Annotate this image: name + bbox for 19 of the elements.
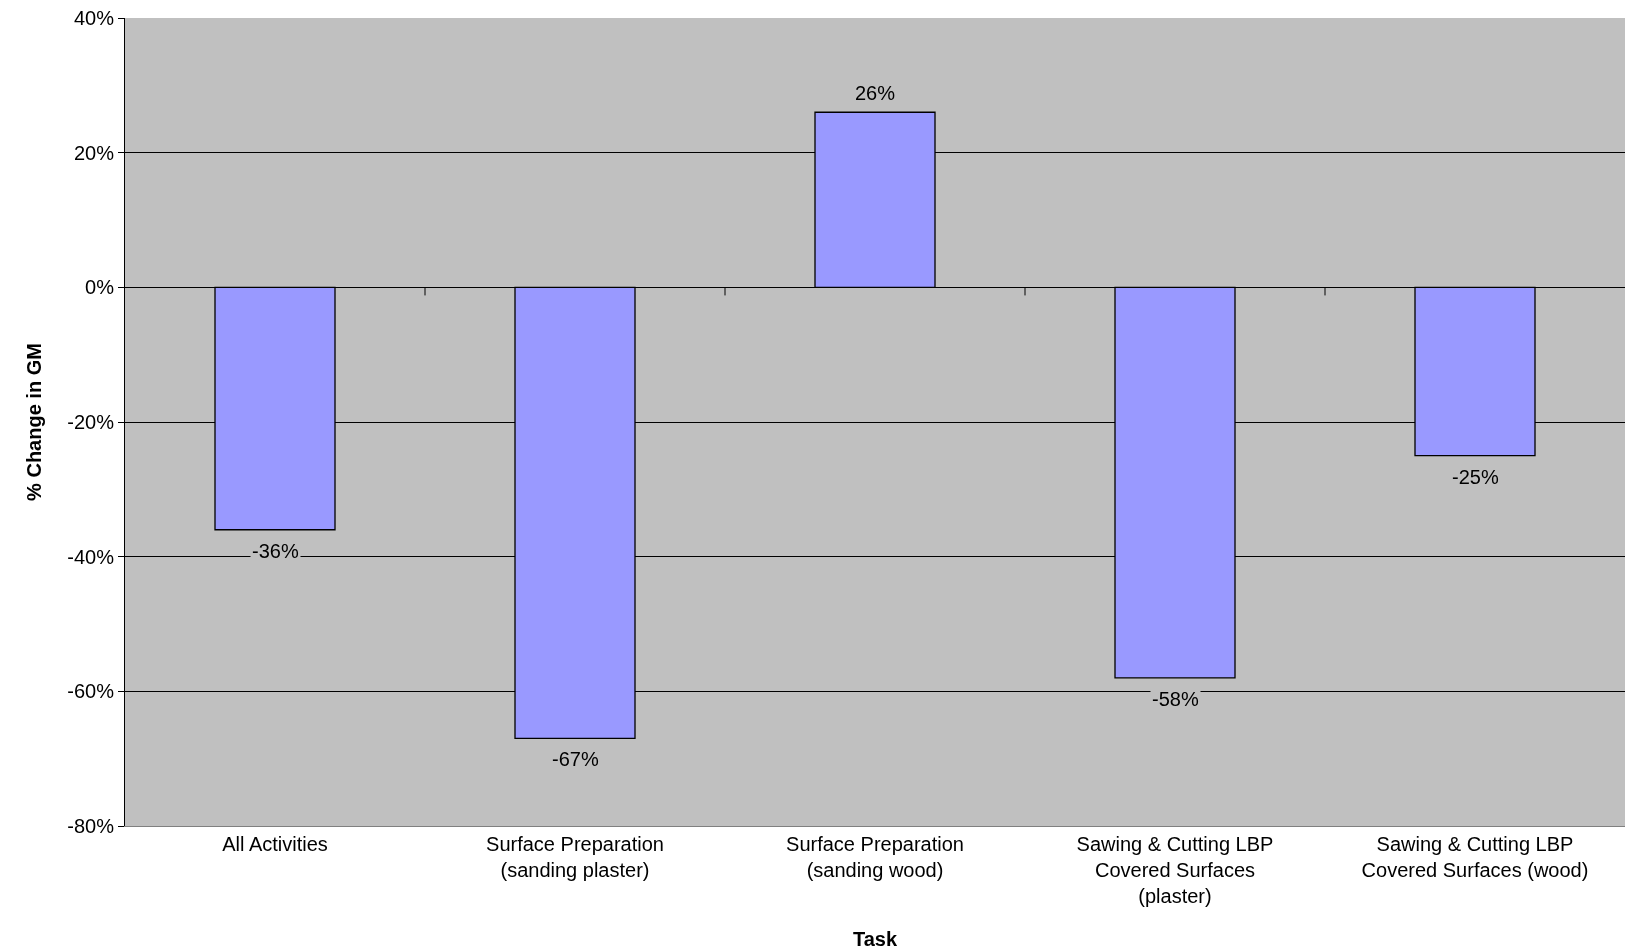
y-tick-label: -80%: [67, 815, 115, 837]
data-label: -58%: [1152, 688, 1199, 710]
x-axis-title: Task: [852, 927, 898, 950]
y-tick-label: 40%: [73, 7, 115, 29]
x-tick-label: All Activities: [222, 833, 328, 855]
y-tick-label: -60%: [67, 680, 115, 703]
y-tick-label: 20%: [73, 141, 115, 164]
y-tick-label: -40%: [67, 545, 115, 568]
x-tick-label: Surface Preparation (sanding plaster): [486, 833, 664, 881]
y-tick-label: -20%: [67, 411, 115, 433]
x-tick-label: Sawing & Cutting LBP Covered Surfaces (plaster): [1076, 833, 1274, 907]
y-axis-title: % Change in GM: [22, 343, 45, 501]
data-label: 26%: [855, 82, 896, 104]
x-tick-label: Surface Preparation (sanding wood): [786, 833, 964, 881]
x-tick-label: Sawing & Cutting LBP Covered Surfaces (wood): [1361, 833, 1589, 881]
data-label: -25%: [1452, 466, 1499, 488]
y-tick-label: 0%: [85, 276, 115, 299]
data-label: -67%: [552, 748, 599, 770]
data-label: -36%: [252, 540, 299, 562]
